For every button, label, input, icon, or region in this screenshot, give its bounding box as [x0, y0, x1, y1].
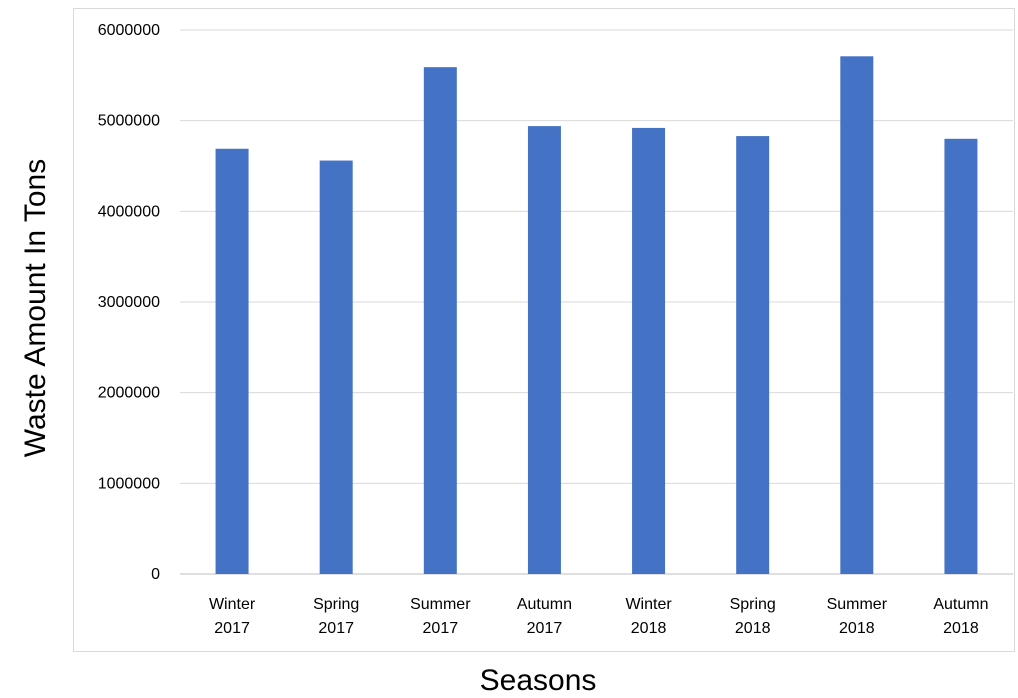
x-tick-label: 2017: [527, 620, 563, 637]
x-tick-label: Summer: [410, 596, 471, 613]
x-axis-title: Seasons: [479, 664, 597, 697]
y-tick-label: 1000000: [98, 475, 160, 492]
bar: [527, 126, 561, 575]
x-tick-label: Autumn: [517, 596, 572, 613]
bar: [423, 67, 457, 574]
x-tick-label: 2017: [318, 620, 354, 637]
x-tick-label: 2018: [735, 620, 771, 637]
chart-frame: [73, 8, 1015, 652]
x-tick-label: Winter: [625, 596, 672, 613]
bar: [319, 160, 353, 574]
x-tick-label: Spring: [730, 596, 776, 613]
bar: [215, 148, 249, 575]
y-axis-title: Waste Amount In Tons: [19, 158, 52, 458]
bar: [736, 136, 770, 574]
x-tick-label: Winter: [209, 596, 256, 613]
y-tick-label: 2000000: [98, 385, 160, 402]
x-tick-label: Autumn: [933, 596, 988, 613]
x-tick-label: 2017: [214, 620, 250, 637]
bar: [632, 127, 666, 575]
y-tick-label: 0: [151, 566, 160, 583]
bar: [840, 56, 874, 574]
y-tick-label: 4000000: [98, 203, 160, 220]
y-tick-label: 3000000: [98, 294, 160, 311]
bar: [944, 138, 978, 575]
x-tick-label: 2017: [423, 620, 459, 637]
y-tick-label: 6000000: [98, 22, 160, 39]
x-tick-label: 2018: [943, 620, 979, 637]
x-tick-label: Spring: [313, 596, 359, 613]
x-tick-label: 2018: [631, 620, 667, 637]
x-tick-label: Summer: [827, 596, 888, 613]
x-tick-label: 2018: [839, 620, 875, 637]
y-tick-label: 5000000: [98, 113, 160, 130]
